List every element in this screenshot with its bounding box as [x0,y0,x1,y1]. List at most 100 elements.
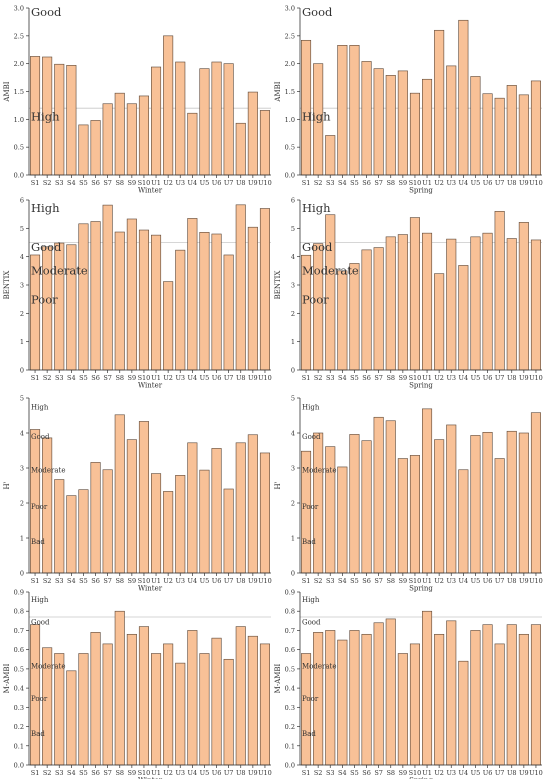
bar-s1 [301,39,312,176]
x-tick-label: S3 [326,179,335,187]
y-axis-title: AMBI [3,81,11,102]
y-axis-title: M-AMBI [274,663,282,693]
x-tick-label: U9 [519,179,529,187]
status-annotation: Poor [31,293,58,307]
x-tick-label: S7 [103,374,112,382]
bar-u5 [470,435,481,574]
status-annotation: High [31,403,49,411]
x-tick-label: U5 [200,769,210,777]
bar-u3 [175,249,186,371]
bar-s8 [114,414,125,574]
x-tick-label: S5 [350,577,359,585]
x-tick-label: U10 [258,769,272,777]
y-axis-title: M-AMBI [3,663,11,693]
status-annotation: Good [31,618,50,626]
x-tick-label: U7 [224,577,234,585]
y-axis-title: H' [3,481,11,489]
bar-s10 [138,421,149,574]
bar-s7 [373,416,384,574]
bar-u5 [199,68,210,176]
x-tick-label: S8 [386,769,395,777]
bar-u9 [247,226,258,371]
bar-u1 [151,66,162,176]
x-tick-label: U10 [258,374,272,382]
x-tick-label: U7 [224,374,234,382]
x-tick-label: U3 [446,769,456,777]
x-tick-label: S6 [362,179,371,187]
bar-s9 [397,234,408,371]
x-tick-label: U10 [529,577,543,585]
x-axis-title: Winter [138,382,163,390]
bar-u2 [163,281,174,371]
x-tick-label: S8 [115,769,124,777]
bar-u1 [151,473,162,574]
bar-u4 [187,112,198,176]
bar-u7 [494,643,505,766]
x-tick-label: S2 [43,769,52,777]
y-tick-label: 5 [291,225,295,233]
status-annotation: Good [31,433,50,441]
bar-u7 [223,63,234,176]
x-tick-label: S6 [91,179,100,187]
bar-s9 [126,439,137,574]
x-tick-label: S9 [128,374,137,382]
bar-u8 [506,238,517,371]
bar-u8 [235,204,246,371]
x-tick-label: U1 [151,577,161,585]
bar-u7 [223,488,234,574]
x-tick-label: S8 [386,179,395,187]
bar-s5 [78,653,89,766]
x-tick-label: S7 [374,769,383,777]
bar-s6 [90,221,101,371]
x-tick-label: U2 [434,769,444,777]
status-annotation: Moderate [302,466,336,474]
y-tick-label: 4 [291,430,295,438]
bar-s4 [66,65,77,176]
x-tick-label: U3 [446,179,456,187]
x-tick-label: U4 [188,179,198,187]
bar-u5 [199,469,210,574]
bar-s6 [361,440,372,574]
bar-u2 [163,35,174,176]
y-tick-label: 4 [20,430,24,438]
x-tick-label: U6 [483,374,493,382]
x-tick-label: U5 [200,374,210,382]
x-tick-label: S4 [67,179,76,187]
y-tick-label: 0 [291,367,295,375]
y-tick-label: 3 [20,465,24,473]
x-tick-label: U8 [507,179,517,187]
y-tick-label: 0.5 [14,144,24,152]
y-tick-label: 3.0 [14,5,24,13]
bar-u10 [530,624,541,766]
y-tick-label: 0 [291,570,295,578]
x-tick-label: U10 [529,179,543,187]
bar-u7 [494,458,505,574]
bar-s6 [90,120,101,176]
bar-u2 [434,439,445,574]
y-tick-label: 0.2 [285,723,295,731]
bar-u4 [187,218,198,371]
x-tick-label: S10 [138,179,151,187]
bar-s6 [361,61,372,176]
y-axis-title: AMBI [274,81,282,102]
bar-u6 [211,637,222,766]
status-annotation: High [302,403,320,411]
x-tick-label: U2 [163,374,173,382]
x-tick-label: S8 [115,179,124,187]
x-tick-label: S10 [409,179,422,187]
status-annotation: Poor [31,695,48,703]
y-tick-label: 2 [20,310,24,318]
bar-u10 [259,452,270,574]
y-tick-label: 1.5 [14,88,24,96]
bar-s8 [385,420,396,574]
y-tick-label: 5 [291,395,295,403]
x-tick-label: S5 [79,374,88,382]
x-axis-title: Winter [138,187,163,195]
x-tick-label: S4 [67,577,76,585]
x-tick-label: U10 [258,179,272,187]
x-tick-label: S1 [31,179,40,187]
bar-s6 [90,462,101,574]
y-tick-label: 1 [20,535,24,543]
y-axis-title: BENTIX [3,271,11,300]
x-tick-label: S4 [67,769,76,777]
